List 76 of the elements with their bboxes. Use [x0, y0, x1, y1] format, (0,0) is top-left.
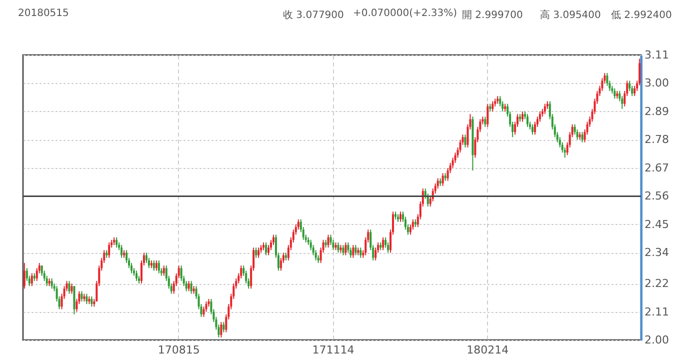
candlestick	[614, 88, 616, 100]
candlestick	[265, 242, 268, 256]
y-tick-label: 3.00	[644, 76, 669, 90]
candlestick	[136, 270, 138, 282]
y-tick-label: 2.56	[644, 190, 669, 203]
candlestick	[352, 244, 354, 258]
candlestick	[399, 211, 402, 222]
candlestick	[344, 242, 347, 256]
candlestick	[526, 114, 528, 128]
candlestick	[581, 132, 584, 143]
candlestick	[442, 172, 444, 186]
candlestick	[436, 178, 439, 190]
y-tick-label: 2.00	[644, 334, 669, 346]
candlestick	[108, 242, 110, 258]
candlestick	[327, 234, 330, 248]
candlestick	[188, 280, 190, 292]
candlestick	[30, 272, 33, 287]
candlestick	[337, 242, 340, 254]
candlestick	[158, 260, 160, 274]
y-tick-label: 2.45	[644, 218, 669, 231]
y-tick-label: 2.11	[644, 305, 669, 318]
candlestick	[412, 218, 414, 230]
candlestick	[120, 244, 123, 258]
x-tick-label: 170815	[158, 344, 200, 356]
text: +0.070000(+2.33%)	[353, 8, 458, 19]
x-tick-label: 171114	[312, 344, 354, 356]
candlestick	[130, 262, 133, 274]
candlestick	[80, 290, 83, 302]
candlestick	[152, 260, 155, 272]
candlestick	[342, 244, 344, 256]
candlestick	[258, 247, 260, 258]
candlestick	[360, 247, 362, 258]
candlestick	[446, 167, 449, 182]
candlestick	[255, 247, 258, 258]
candlestick	[162, 265, 165, 276]
text: 開 2.999700	[462, 9, 523, 22]
candlestick	[464, 134, 466, 148]
candlestick	[185, 280, 188, 292]
candlestick	[564, 146, 566, 158]
candlestick	[576, 128, 578, 140]
candlestick	[297, 218, 300, 230]
candlestick	[70, 283, 73, 294]
x-tick-label: 180214	[466, 344, 509, 356]
candlestick	[522, 110, 524, 122]
candlestick	[387, 242, 390, 254]
candlestick	[50, 278, 53, 290]
text: 高 3.095400	[540, 8, 601, 22]
candlestick	[544, 103, 546, 115]
candlestick	[23, 262, 26, 290]
candlestick	[222, 322, 225, 333]
candlestick	[574, 124, 576, 136]
candlestick	[384, 236, 387, 248]
candlestick	[220, 322, 222, 338]
candlestick	[68, 280, 70, 294]
text: 收 3.077900	[283, 9, 344, 22]
candlestick	[86, 293, 88, 305]
candlestick	[354, 244, 357, 256]
candlestick	[531, 124, 534, 136]
y-tick-label: 2.78	[644, 133, 669, 146]
y-tick-label: 3.11	[644, 48, 669, 62]
candlestick	[484, 116, 486, 128]
y-tick-label: 2.22	[644, 277, 669, 290]
candlestick	[492, 100, 494, 112]
text: 20180515	[18, 8, 69, 19]
candlestick	[116, 236, 118, 248]
y-tick-label: 2.89	[644, 104, 669, 118]
candlestick	[73, 286, 76, 315]
candlestick	[90, 296, 93, 308]
candlestick	[155, 260, 158, 272]
candlestick	[382, 236, 384, 251]
candlestick	[409, 224, 412, 236]
candlestick	[190, 280, 192, 294]
y-tick-label: 2.67	[644, 161, 669, 174]
candlestick	[486, 103, 489, 128]
text: 低 2.992400	[611, 9, 672, 22]
y-tick-label: 2.34	[644, 246, 669, 260]
